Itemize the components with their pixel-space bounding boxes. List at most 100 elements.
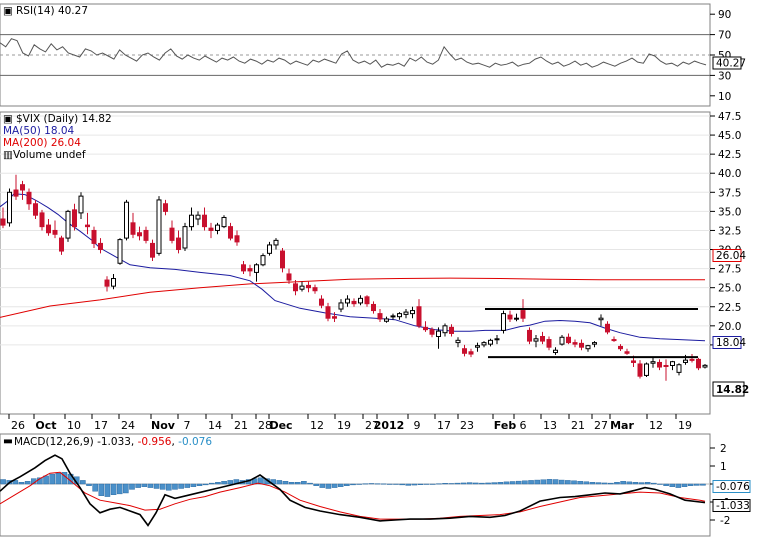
macd-hist-bar-77 <box>473 482 479 485</box>
macd-legend-swatch: ▬ <box>3 435 13 447</box>
candle-body-73 <box>475 345 480 348</box>
macd-hist-bar-111 <box>681 483 688 487</box>
macd-label-hist: -0.076 <box>178 436 212 448</box>
date-label-18: Feb <box>494 419 517 432</box>
candle-body-34 <box>221 216 227 228</box>
macd-hist-bar-85 <box>522 480 528 485</box>
candle-body-101 <box>657 361 662 368</box>
macd-value-tag-text: -1.033 <box>716 500 750 512</box>
candle-body-69 <box>449 326 454 334</box>
candle-body-98 <box>637 363 643 377</box>
macd-hist-bar-26 <box>159 483 166 490</box>
macd-hist-bar-95 <box>583 481 590 485</box>
macd-hist-bar-62 <box>380 483 387 485</box>
macd-hist-bar-64 <box>393 483 399 485</box>
date-label-9: 28 <box>258 419 272 432</box>
ma200-legend-label: MA(200) 26.04 <box>3 137 81 149</box>
date-label-16: 17 <box>437 419 451 432</box>
candle-body-28 <box>182 226 188 249</box>
price-tick-label-6: 32.5 <box>718 225 741 237</box>
candle-body-54 <box>351 300 357 305</box>
candle-body-95 <box>618 345 623 350</box>
candle-body-30 <box>195 214 201 220</box>
macd-hist-bar-9 <box>55 473 62 485</box>
candle-body-106 <box>689 358 695 361</box>
candle-body-82 <box>533 338 539 342</box>
date-label-17: 23 <box>460 419 474 432</box>
candle-body-65 <box>423 326 428 331</box>
macd-hist-bar-90 <box>552 479 559 485</box>
date-label-2: 10 <box>67 419 81 432</box>
ma50-value-tag: 18.04 <box>712 336 746 349</box>
rsi-value-tag-text: 40.27 <box>716 58 746 70</box>
candle-body-78 <box>507 314 513 320</box>
macd-hist-bar-52 <box>319 483 326 488</box>
candle-body-49 <box>319 298 324 306</box>
macd-hist-bar-63 <box>387 483 393 485</box>
macd-hist-bar-101 <box>620 481 626 485</box>
price-tick-label-2: 42.5 <box>718 149 741 161</box>
macd-hist-bar-16 <box>98 483 105 496</box>
candle-body-92 <box>598 317 604 321</box>
candle-body-15 <box>98 242 103 251</box>
candle-body-81 <box>527 329 532 342</box>
macd-hist-bar-0 <box>0 479 6 485</box>
macd-hist-bar-53 <box>325 483 332 489</box>
price-gridlines <box>0 115 710 346</box>
price-tick-label-10: 22.5 <box>718 302 741 314</box>
candle-body-61 <box>397 313 402 318</box>
rsi-tick-label-4: 10 <box>718 91 731 103</box>
candle-body-97 <box>631 360 636 363</box>
candle-body-67 <box>436 330 441 338</box>
ma200-value-tag: 26.04 <box>712 249 746 262</box>
macd-hist-bar-21 <box>129 483 135 490</box>
macd-hist-bar-59 <box>362 483 369 485</box>
ma50-legend-label: MA(50) 18.04 <box>3 125 75 137</box>
candle-body-84 <box>546 339 552 348</box>
volume-legend-label: Volume undef <box>13 149 86 161</box>
macd-hist-bar-108 <box>663 483 669 486</box>
macd-hist-bar-66 <box>405 483 412 486</box>
candle-body-13 <box>85 224 90 228</box>
macd-hist-bar-14 <box>86 483 92 486</box>
candle-body-50 <box>325 306 331 319</box>
candle-body-5 <box>33 203 38 216</box>
candle-body-7 <box>46 224 51 234</box>
price-tick-label-1: 45.0 <box>718 130 741 142</box>
candle-body-4 <box>26 191 32 205</box>
candle-body-56 <box>364 296 370 305</box>
macd-hist-bar-112 <box>687 483 694 486</box>
macd-hist-bar-58 <box>356 483 362 485</box>
macd-hist-bar-51 <box>313 483 319 486</box>
date-label-20: 13 <box>543 419 557 432</box>
candle-body-87 <box>566 336 571 344</box>
macd-hist-bar-80 <box>491 482 497 485</box>
macd-hist-bar-100 <box>614 482 620 485</box>
macd-hist-bar-78 <box>479 482 485 485</box>
candle-body-48 <box>312 287 318 292</box>
macd-hist-bar-7 <box>43 475 49 485</box>
macd-hist-bar-97 <box>595 482 602 485</box>
candle-body-35 <box>228 226 233 239</box>
candle-body-42 <box>273 239 279 246</box>
candle-body-2 <box>13 189 19 197</box>
candle-body-86 <box>559 336 565 345</box>
candle-body-21 <box>137 232 142 237</box>
macd-hist-bar-71 <box>436 483 442 485</box>
macd-hist-bar-36 <box>221 481 227 485</box>
last-price-tag: 14.82 <box>712 381 749 397</box>
macd-hist-bar-82 <box>503 481 510 485</box>
price-tick-label-0: 47.5 <box>718 111 741 123</box>
date-label-21: 21 <box>571 419 585 432</box>
macd-hist-bar-103 <box>632 482 639 485</box>
macd-hist-bar-79 <box>485 482 491 485</box>
macd-label: MACD(12,26,9) -1.033, -0.956, -0.076 <box>14 436 212 448</box>
macd-hist-bar-105 <box>644 482 651 485</box>
price-tick-label-11: 20.0 <box>718 321 741 333</box>
price-tick-label-3: 40.0 <box>718 168 741 180</box>
macd-hist-bar-67 <box>411 483 418 486</box>
candle-body-53 <box>345 298 350 304</box>
macd-hist-bar-72 <box>442 483 448 485</box>
candle-body-55 <box>358 297 363 304</box>
